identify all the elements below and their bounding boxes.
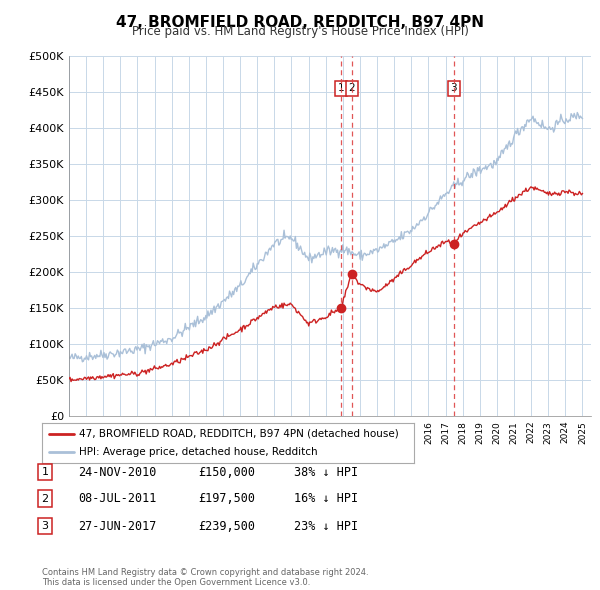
Text: Price paid vs. HM Land Registry's House Price Index (HPI): Price paid vs. HM Land Registry's House … [131, 25, 469, 38]
Text: 3: 3 [41, 522, 49, 531]
Text: 2: 2 [349, 83, 355, 93]
Text: 1: 1 [338, 83, 344, 93]
Text: 08-JUL-2011: 08-JUL-2011 [78, 492, 157, 505]
Text: 24-NOV-2010: 24-NOV-2010 [78, 466, 157, 478]
Text: £150,000: £150,000 [198, 466, 255, 478]
Text: 23% ↓ HPI: 23% ↓ HPI [294, 520, 358, 533]
Text: 27-JUN-2017: 27-JUN-2017 [78, 520, 157, 533]
Text: 16% ↓ HPI: 16% ↓ HPI [294, 492, 358, 505]
Text: £197,500: £197,500 [198, 492, 255, 505]
Text: 47, BROMFIELD ROAD, REDDITCH, B97 4PN (detached house): 47, BROMFIELD ROAD, REDDITCH, B97 4PN (d… [79, 429, 399, 439]
Text: 47, BROMFIELD ROAD, REDDITCH, B97 4PN: 47, BROMFIELD ROAD, REDDITCH, B97 4PN [116, 15, 484, 30]
Text: HPI: Average price, detached house, Redditch: HPI: Average price, detached house, Redd… [79, 447, 318, 457]
Text: 2: 2 [41, 494, 49, 503]
Text: £239,500: £239,500 [198, 520, 255, 533]
Text: 3: 3 [451, 83, 457, 93]
Text: 38% ↓ HPI: 38% ↓ HPI [294, 466, 358, 478]
Text: 1: 1 [41, 467, 49, 477]
Text: Contains HM Land Registry data © Crown copyright and database right 2024.
This d: Contains HM Land Registry data © Crown c… [42, 568, 368, 587]
